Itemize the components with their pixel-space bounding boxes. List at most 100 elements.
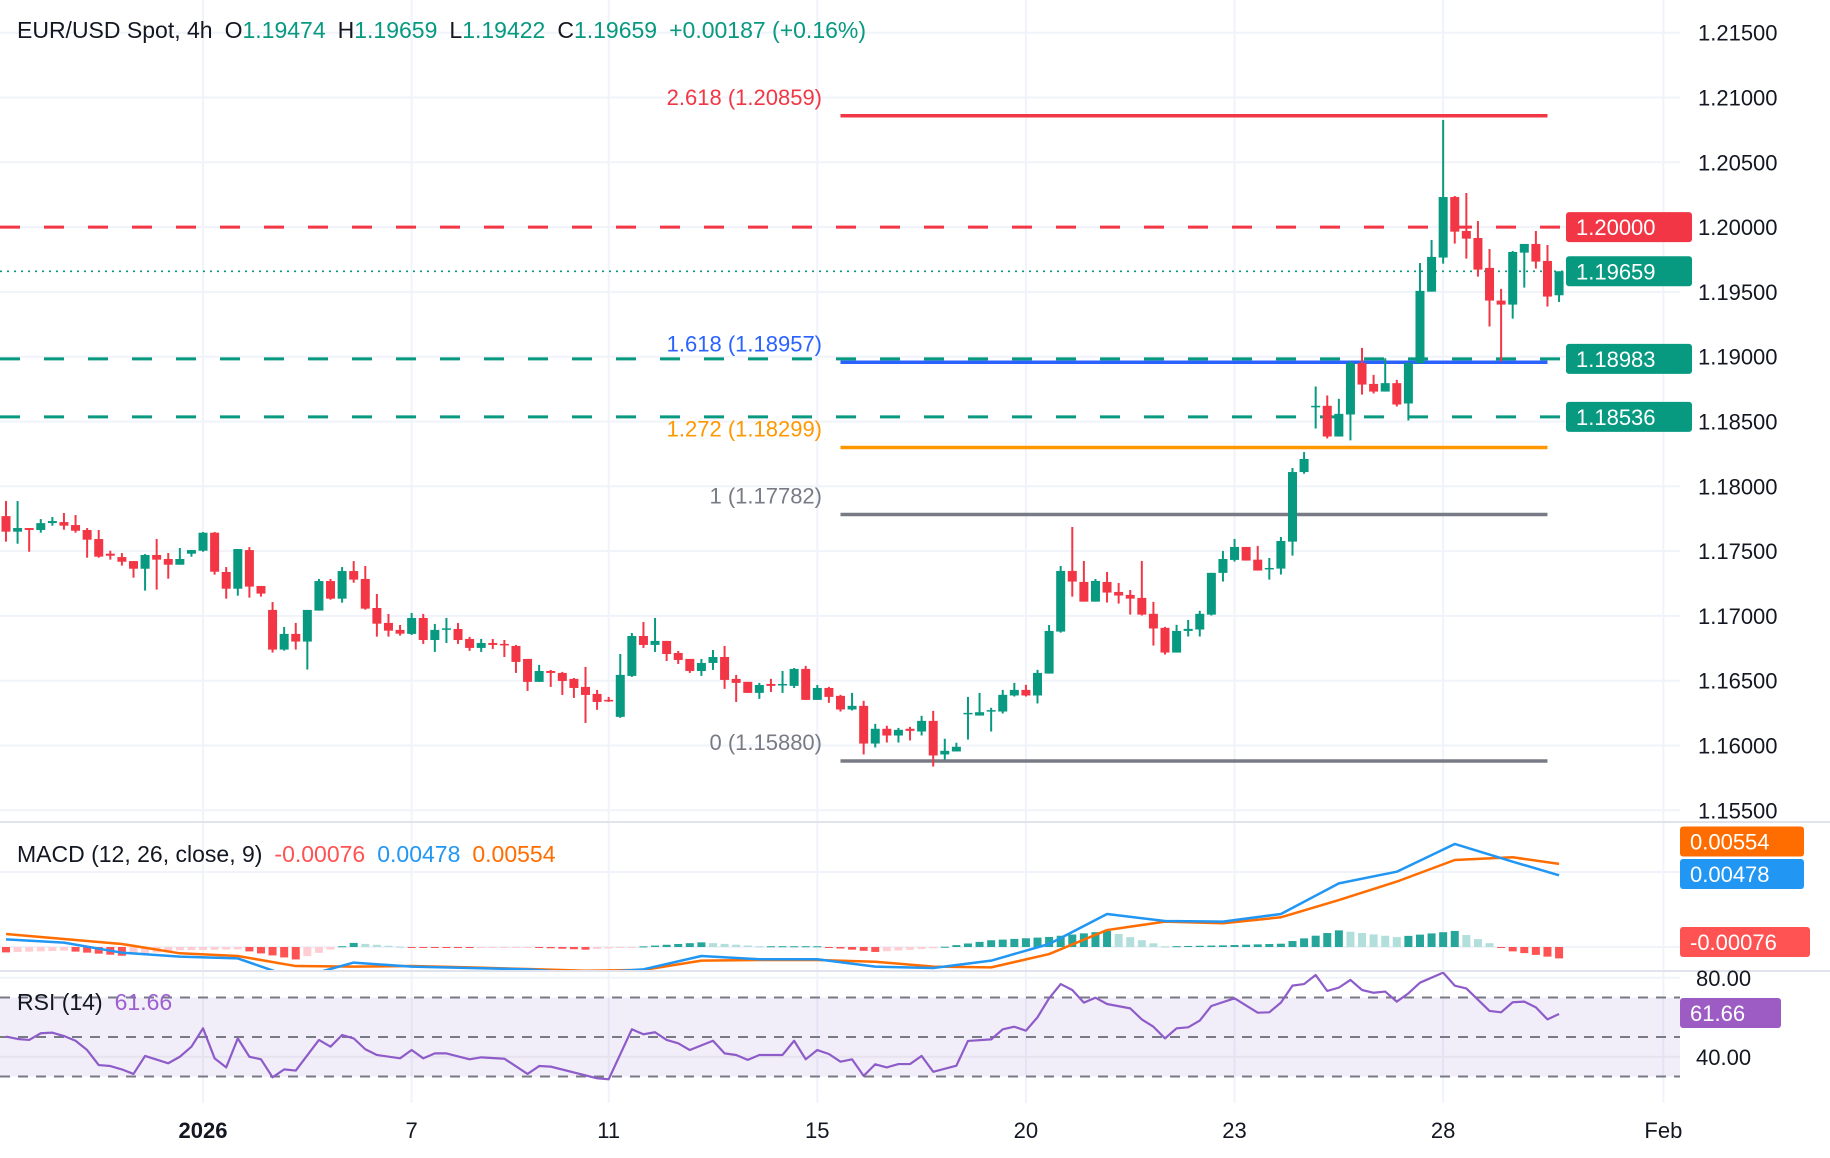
- candle-body: [696, 662, 706, 671]
- candle-body: [24, 528, 34, 530]
- horizontal-lines[interactable]: [0, 225, 1680, 419]
- macd-histogram-bar: [210, 947, 219, 950]
- candle-bearish: [1160, 626, 1170, 655]
- candle-body: [59, 522, 69, 526]
- candle-body: [662, 640, 672, 655]
- candle-bullish: [1427, 239, 1437, 292]
- candle-bearish: [592, 689, 602, 710]
- candle-bullish: [1311, 386, 1321, 429]
- price-axis-label: 1.19500: [1698, 280, 1778, 305]
- symbol-title[interactable]: EUR/USD Spot, 4h: [17, 17, 213, 43]
- macd-histogram-bar: [256, 947, 265, 954]
- macd-histogram-bar: [129, 947, 138, 955]
- macd-histogram-value: -0.00076: [274, 841, 366, 867]
- candle-body: [105, 553, 115, 556]
- macd-histogram-bar: [175, 947, 184, 951]
- macd-histogram-bar: [1265, 944, 1274, 947]
- candle-bearish: [1079, 560, 1089, 602]
- candle-bearish: [1137, 560, 1147, 616]
- candle-bearish: [662, 640, 672, 662]
- candle-bullish: [186, 550, 196, 557]
- macd-histogram-bar: [1068, 934, 1077, 947]
- candle-bearish: [523, 658, 533, 691]
- candle-body: [1508, 251, 1518, 305]
- candle-bullish: [198, 532, 208, 552]
- candle-body: [638, 635, 648, 645]
- candle-body: [986, 710, 996, 712]
- candle-body: [453, 628, 463, 641]
- candle-bearish: [383, 613, 393, 637]
- candle-bearish: [604, 696, 614, 702]
- last-price-badge-bg: [1566, 256, 1692, 287]
- macd-histogram-bar: [268, 947, 277, 956]
- line-price-badge-bg: [1566, 212, 1692, 243]
- macd-title[interactable]: MACD (12, 26, close, 9): [17, 841, 263, 867]
- high-label: H: [337, 17, 355, 43]
- candle-bullish: [1403, 362, 1413, 421]
- price-axis-label: 1.17500: [1698, 539, 1778, 564]
- open-label: O: [224, 17, 243, 43]
- macd-histogram-bar: [245, 947, 254, 952]
- candle-bullish: [233, 549, 243, 596]
- macd-histogram-bar: [697, 942, 706, 947]
- fib-level-label: 2.618 (1.20859): [667, 85, 822, 110]
- candle-bearish: [581, 666, 590, 723]
- candle-bearish: [360, 566, 370, 610]
- candle-bearish: [117, 553, 127, 566]
- candle-bearish: [326, 578, 336, 600]
- candle-bullish: [476, 638, 486, 652]
- price-axis-label: 1.20500: [1698, 150, 1778, 175]
- macd-histogram-bar: [187, 947, 196, 951]
- price-axis-label: 1.21500: [1698, 21, 1778, 46]
- macd-histogram-bar: [117, 947, 126, 956]
- macd-histogram-bar: [1346, 931, 1355, 947]
- price-axis[interactable]: 1.21500 1.21000 1.20500 1.20000 1.19500 1.190…: [1696, 21, 1778, 1070]
- candle-body: [604, 699, 614, 702]
- candle-bullish: [789, 667, 799, 688]
- rsi-value-badge-bg: [1680, 998, 1781, 1028]
- macd-histogram-bar: [1555, 947, 1564, 959]
- macd-histogram-bar: [906, 947, 915, 950]
- macd-histogram-bar: [1103, 930, 1112, 947]
- time-axis[interactable]: 2026 7 11 15 20 23 28 Feb: [179, 1118, 1683, 1143]
- candle-bearish: [105, 550, 115, 560]
- rsi-value-badge: 61.66: [1680, 998, 1781, 1028]
- candle-body: [1067, 570, 1077, 582]
- candle-body: [465, 638, 475, 648]
- high-value: 1.19659: [354, 17, 438, 43]
- rsi-title[interactable]: RSI (14): [17, 989, 103, 1015]
- macd-histogram-bar: [94, 947, 103, 954]
- macd-histogram-bar: [303, 947, 312, 957]
- candle-bullish: [1519, 243, 1529, 288]
- candle-bearish: [1485, 249, 1495, 327]
- candle-bullish: [1334, 398, 1344, 437]
- macd-histogram-bar: [639, 946, 648, 948]
- candle-bearish: [291, 622, 301, 650]
- candle-body: [1079, 581, 1089, 602]
- macd-histogram-bar: [280, 947, 289, 958]
- candle-bullish: [650, 617, 660, 652]
- macd-histogram-bar: [36, 947, 45, 952]
- candle-bullish: [696, 658, 706, 676]
- close-value: 1.19659: [573, 17, 658, 43]
- macd-histogram-bar: [25, 947, 34, 952]
- price-axis-label: 1.18500: [1698, 410, 1778, 435]
- candle-bearish: [1450, 195, 1460, 244]
- candle-body: [128, 561, 138, 569]
- macd-line-badge-bg: [1680, 859, 1804, 889]
- candle-bearish: [731, 674, 741, 702]
- macd-histogram-bar: [1311, 935, 1320, 947]
- line-price-badge-text: 1.18983: [1576, 347, 1656, 372]
- macd-histogram-bar: [987, 940, 996, 947]
- candle-body: [975, 712, 985, 716]
- macd-histogram-bar: [685, 943, 694, 947]
- candle-body: [1450, 197, 1460, 232]
- candle-body: [117, 557, 127, 562]
- candle-bullish: [893, 727, 903, 743]
- fibonacci-extension[interactable]: 2.618 (1.20859) 1.618 (1.18957) 1.272 (1.1…: [667, 85, 1548, 763]
- macd-histogram-bar: [720, 943, 729, 947]
- change-value: +0.00187 (+0.16%): [669, 17, 867, 43]
- macd-legend: MACD (12, 26, close, 9) -0.00076 0.00478…: [17, 841, 556, 868]
- candle-body: [383, 622, 393, 631]
